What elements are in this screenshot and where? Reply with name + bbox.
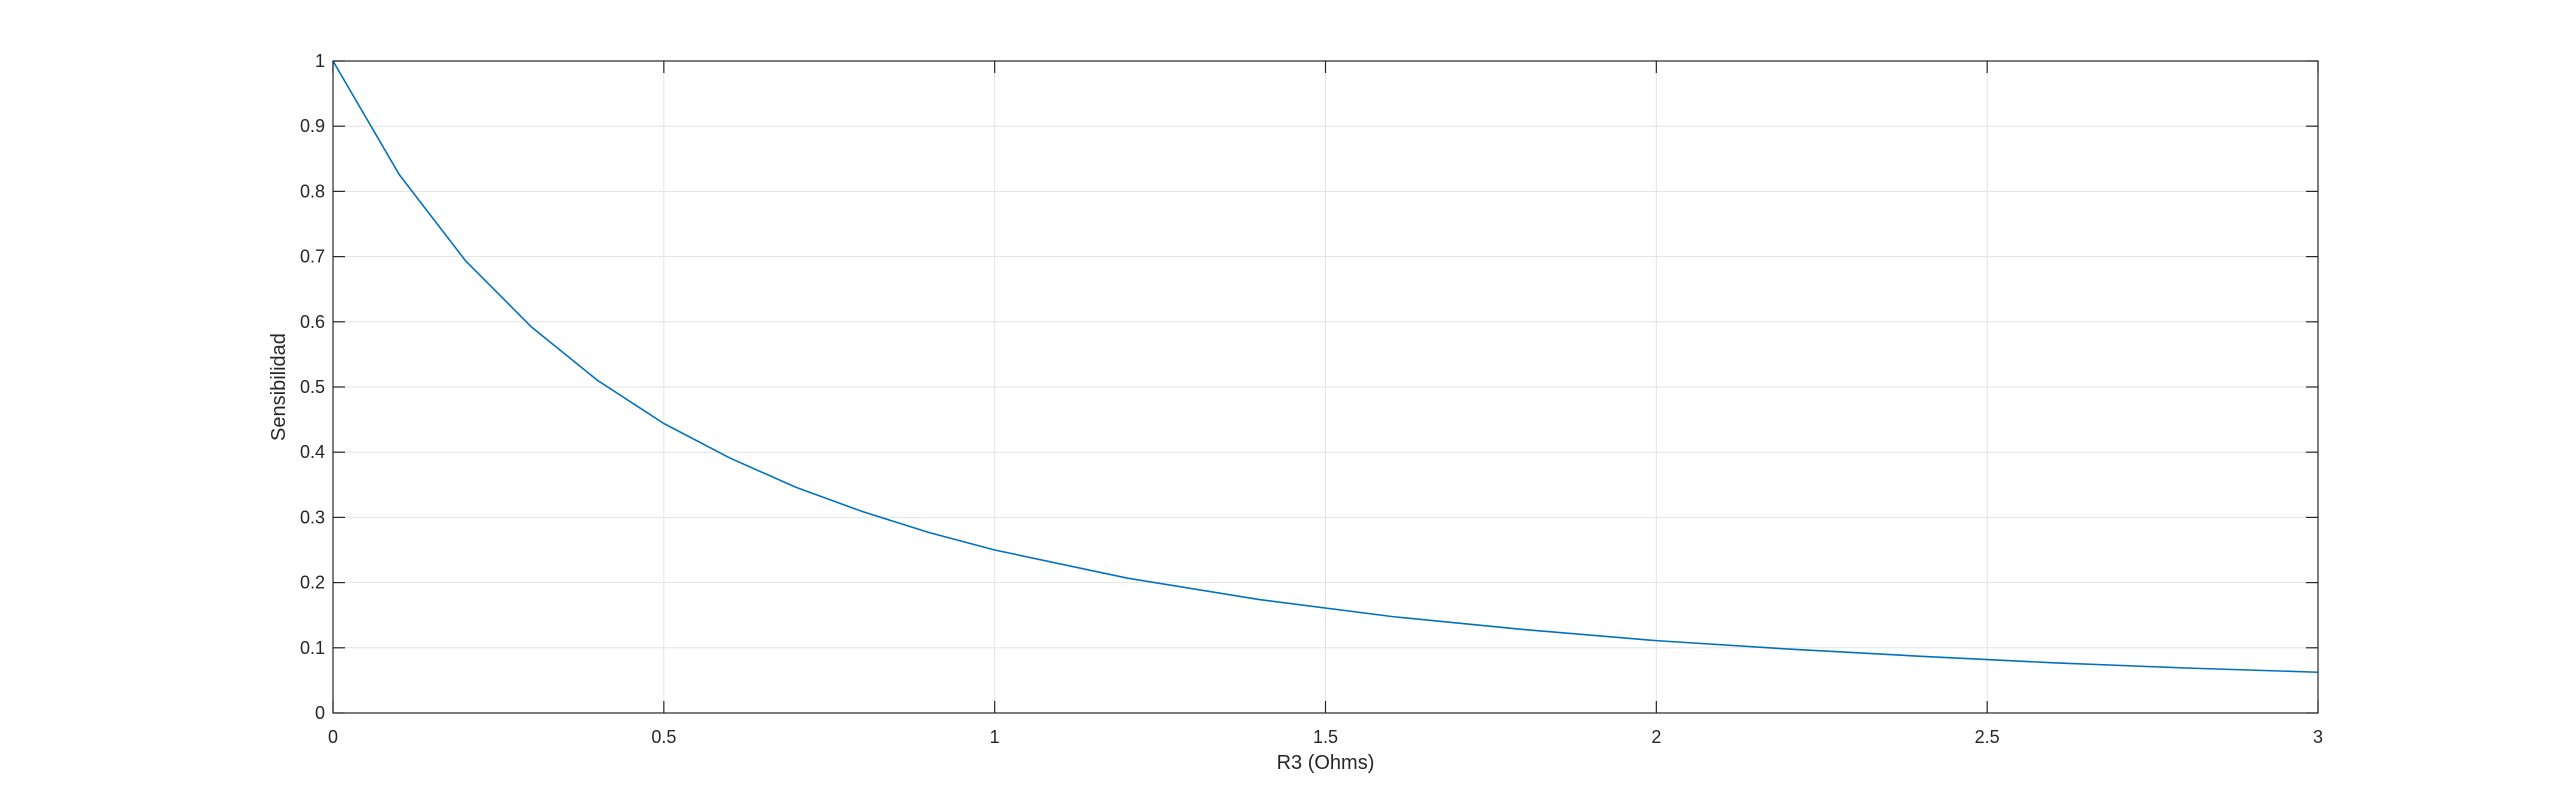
series-line-0 bbox=[332, 60, 2319, 674]
y-axis-label: Sensibilidad bbox=[268, 333, 290, 441]
x-tick-label: 0 bbox=[328, 727, 338, 747]
y-tick-label: 0.3 bbox=[300, 507, 325, 527]
tick-layer: 0 0.5 1 1.5 2 2.5 3 0 0.1 0.2 0.3 0.4 0.5 0.6 0.7 0.8 0.… bbox=[300, 51, 2323, 747]
x-tick-label: 1.5 bbox=[1313, 727, 1338, 747]
x-tick-label: 3 bbox=[2313, 727, 2323, 747]
y-tick-label: 0.8 bbox=[300, 181, 325, 201]
x-tick-label: 2 bbox=[1651, 727, 1661, 747]
grid-layer bbox=[332, 60, 2319, 714]
label-layer: R3 (Ohms) Sensibilidad bbox=[268, 333, 1374, 774]
y-tick-label: 1 bbox=[315, 51, 325, 71]
y-tick-label: 0.9 bbox=[300, 116, 325, 136]
y-tick-label: 0.4 bbox=[300, 442, 325, 462]
y-tick-label: 0.5 bbox=[300, 377, 325, 397]
x-tick-label: 2.5 bbox=[1975, 727, 2000, 747]
x-axis-label: R3 (Ohms) bbox=[1277, 752, 1375, 774]
y-tick-label: 0.7 bbox=[300, 247, 325, 267]
x-tick-label: 1 bbox=[990, 727, 1000, 747]
y-tick-label: 0.1 bbox=[300, 638, 325, 658]
x-tick-label: 0.5 bbox=[651, 727, 676, 747]
y-tick-label: 0 bbox=[315, 703, 325, 723]
y-tick-label: 0.2 bbox=[300, 573, 325, 593]
series-layer bbox=[332, 60, 2319, 674]
y-tick-label: 0.6 bbox=[300, 312, 325, 332]
